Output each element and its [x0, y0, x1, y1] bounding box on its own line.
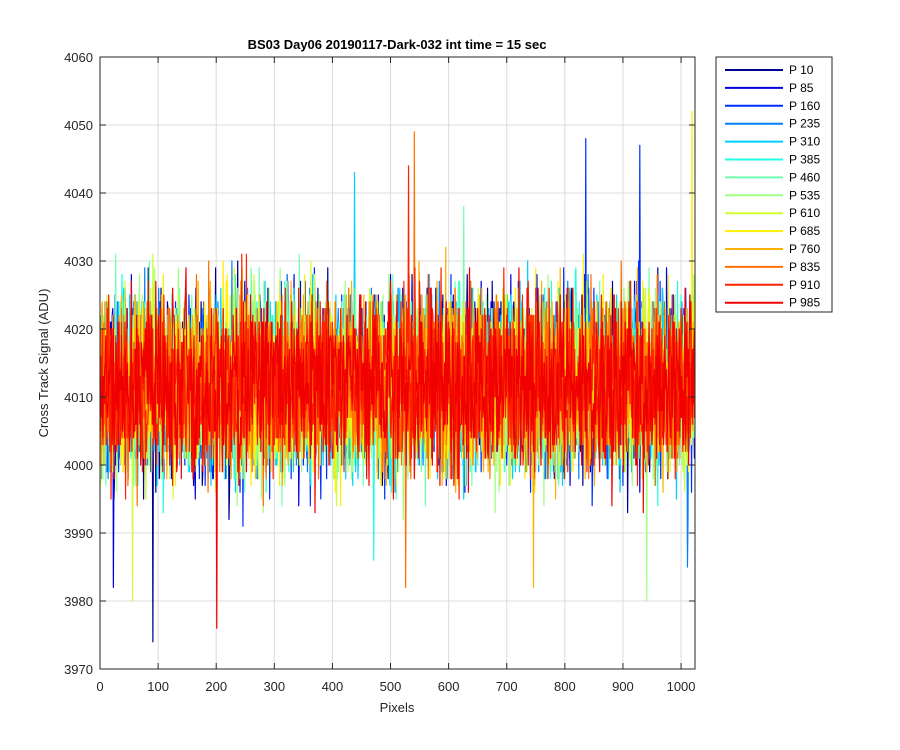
y-tick-label: 4060 [64, 50, 93, 65]
y-tick-label: 3970 [64, 662, 93, 677]
y-tick-label: 4030 [64, 254, 93, 269]
y-tick-label: 3980 [64, 594, 93, 609]
legend-entry-label: P 235 [789, 117, 820, 131]
x-tick-label: 0 [96, 679, 103, 694]
x-tick-label: 600 [438, 679, 460, 694]
x-tick-label: 500 [380, 679, 402, 694]
legend-box [715, 56, 833, 313]
x-tick-label: 200 [205, 679, 227, 694]
series-line [100, 267, 695, 629]
y-tick-label: 4050 [64, 118, 93, 133]
x-tick-label: 400 [322, 679, 344, 694]
legend-entry-label: P 10 [789, 63, 814, 77]
ticks: 0 100 200 300 400 500 600 700 800 900 1000 3970 3980… [64, 50, 695, 694]
legend-entry-label: P 835 [789, 260, 820, 274]
legend-entry-label: P 610 [789, 206, 820, 220]
x-tick-label: 800 [554, 679, 576, 694]
legend-entry-label: P 85 [789, 81, 814, 95]
legend-entry-label: P 685 [789, 224, 820, 238]
legend-entry-label: P 160 [789, 99, 820, 113]
y-tick-label: 4000 [64, 458, 93, 473]
plot-frame [99, 56, 696, 670]
x-tick-label: 1000 [667, 679, 696, 694]
chart-title: BS03 Day06 20190117-Dark-032 int time = … [248, 37, 547, 52]
legend: P 10 P 85 P 160 P 235 P 310 P 385 P 460 P 535 P … [715, 56, 833, 313]
x-tick-label: 900 [612, 679, 634, 694]
series-layer [100, 110, 695, 643]
legend-entry-label: P 460 [789, 170, 820, 184]
x-tick-label: 300 [263, 679, 285, 694]
y-tick-label: 4040 [64, 186, 93, 201]
x-tick-label: 100 [147, 679, 169, 694]
x-axis-label: Pixels [380, 700, 415, 715]
x-tick-label: 700 [496, 679, 518, 694]
legend-entry-label: P 985 [789, 296, 820, 310]
legend-entry-label: P 385 [789, 153, 820, 167]
y-tick-label: 4020 [64, 322, 93, 337]
y-axis-label: Cross Track Signal (ADU) [36, 289, 51, 438]
legend-entry-label: P 910 [789, 278, 820, 292]
y-tick-label: 4010 [64, 390, 93, 405]
legend-entry-label: P 310 [789, 135, 820, 149]
legend-entry-label: P 535 [789, 188, 820, 202]
legend-entry-label: P 760 [789, 242, 820, 256]
y-tick-label: 3990 [64, 526, 93, 541]
